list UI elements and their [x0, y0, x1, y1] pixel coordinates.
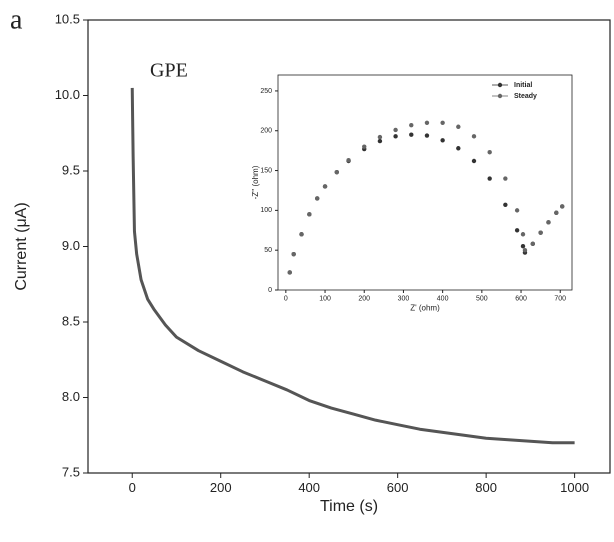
x-tick-label: 200	[210, 480, 232, 495]
data-point	[409, 132, 414, 137]
data-point	[299, 232, 304, 237]
x-tick-label: 400	[437, 295, 449, 302]
data-point	[456, 124, 461, 129]
data-point	[362, 144, 367, 149]
x-tick-label: 0	[284, 295, 288, 302]
y-tick-label: 100	[260, 207, 272, 214]
legend-marker	[497, 93, 503, 99]
x-tick-label: 600	[515, 295, 527, 302]
y-tick-label: 10.0	[55, 87, 80, 102]
legend-label: Initial	[514, 82, 532, 89]
data-point	[440, 138, 445, 143]
x-axis-label: Time (s)	[320, 498, 378, 515]
data-point	[503, 176, 508, 181]
data-line	[130, 87, 575, 445]
y-tick-label: 8.0	[62, 389, 80, 404]
data-point	[471, 158, 477, 164]
x-tick-label: 100	[319, 295, 331, 302]
x-tick-label: 200	[358, 295, 370, 302]
y-tick-label: 150	[260, 167, 272, 174]
data-point	[440, 120, 445, 125]
x-axis-label: Z' (ohm)	[410, 303, 440, 312]
data-point	[487, 150, 492, 155]
plot-frame	[277, 74, 573, 291]
data-point	[424, 133, 430, 138]
y-axis-label: Current (μA)	[13, 202, 30, 290]
data-point	[471, 134, 477, 139]
data-point	[315, 196, 320, 201]
y-tick-label: 0	[268, 287, 272, 294]
x-tick-label: 0	[129, 480, 136, 495]
data-point	[287, 270, 292, 275]
y-tick-label: 9.0	[62, 238, 80, 253]
data-point	[530, 241, 535, 247]
x-tick-label: 1000	[560, 480, 589, 495]
x-tick-label: 700	[554, 295, 566, 302]
data-point	[456, 146, 461, 151]
legend-label: Steady	[514, 93, 537, 100]
data-point	[520, 232, 526, 237]
data-point	[393, 134, 398, 139]
data-point	[538, 230, 543, 235]
y-tick-label: 7.5	[62, 464, 80, 479]
panel-label: a	[10, 4, 23, 35]
x-tick-label: 600	[387, 480, 409, 495]
data-point	[522, 247, 528, 253]
data-point	[393, 127, 398, 133]
data-point	[546, 220, 551, 225]
data-point	[560, 204, 565, 209]
data-point	[322, 184, 328, 189]
y-tick-label: 250	[260, 88, 272, 95]
data-point	[487, 176, 492, 181]
x-tick-label: 300	[398, 295, 410, 302]
x-tick-label: 800	[475, 480, 497, 495]
data-point	[554, 210, 559, 215]
data-point	[377, 134, 383, 140]
y-tick-label: 50	[264, 247, 272, 254]
y-tick-label: 8.5	[62, 313, 80, 328]
data-point	[307, 212, 312, 217]
data-point	[424, 120, 430, 125]
x-tick-label: 500	[476, 295, 488, 302]
y-tick-label: 200	[260, 128, 272, 135]
data-point	[520, 244, 526, 249]
data-point	[346, 158, 351, 163]
data-point	[514, 208, 520, 213]
y-tick-label: 9.5	[62, 162, 80, 177]
data-point	[377, 138, 383, 144]
annotation: GPE	[150, 60, 188, 82]
data-point	[409, 122, 414, 128]
data-point	[514, 228, 520, 233]
x-tick-label: 400	[298, 480, 320, 495]
data-point	[291, 251, 296, 257]
data-point	[503, 202, 508, 207]
y-tick-label: 10.5	[55, 11, 80, 26]
legend-marker	[497, 82, 503, 88]
data-point	[334, 169, 339, 175]
y-axis-label: -Z'' (ohm)	[251, 165, 260, 199]
